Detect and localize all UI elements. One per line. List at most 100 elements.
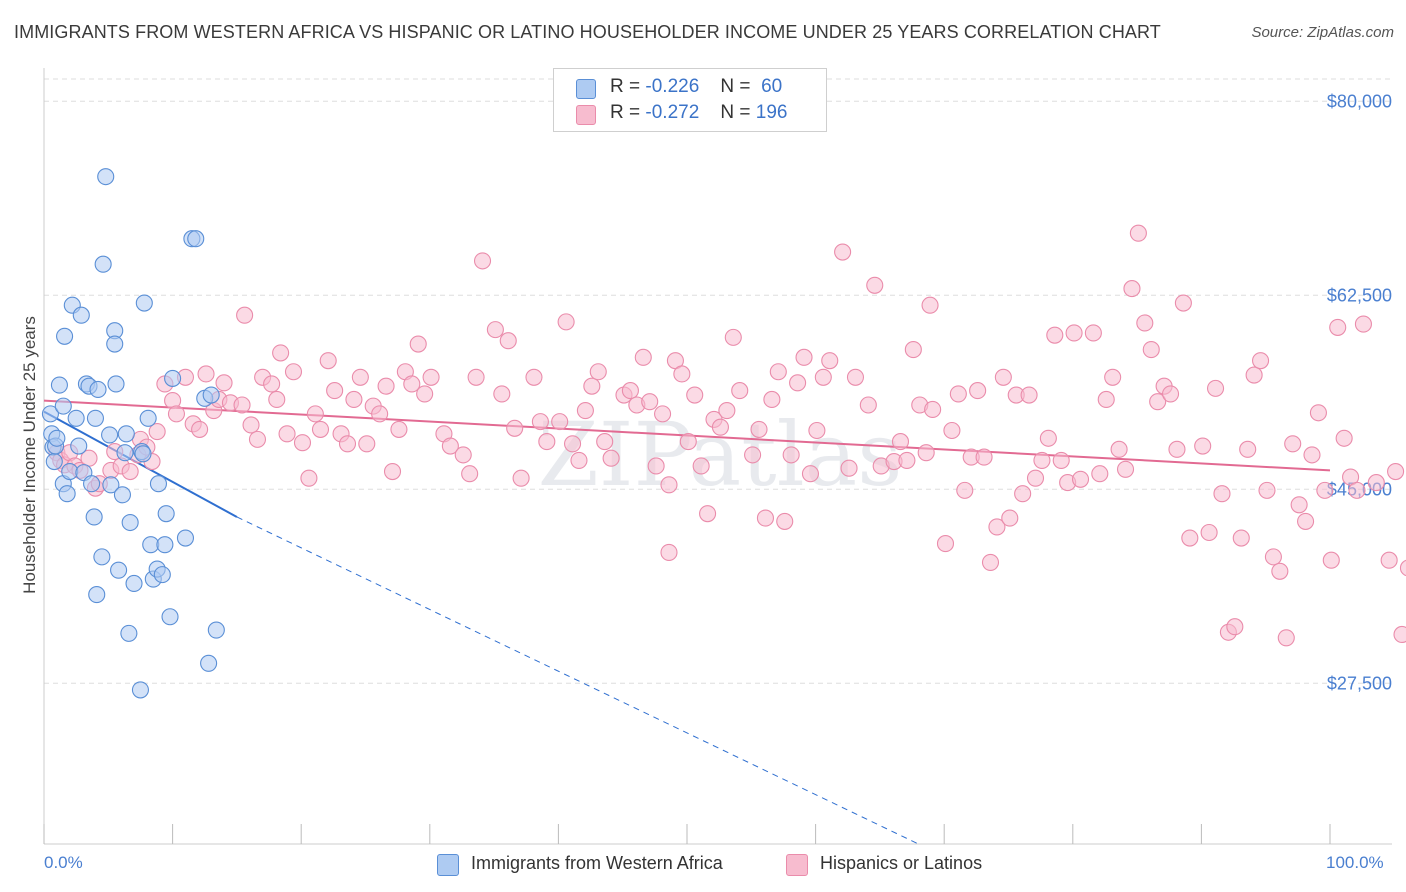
pink-point [988, 518, 1006, 536]
pink-point [191, 420, 209, 438]
pink-point [596, 433, 614, 451]
pink-point [233, 396, 251, 414]
y-tick-labels: $27,500$45,000$62,500$80,000 [1327, 91, 1392, 693]
y-tick-label: $27,500 [1327, 673, 1392, 693]
pink-point [1149, 393, 1167, 411]
pink-point [641, 393, 659, 411]
blue-point [134, 445, 152, 463]
pink-point [272, 344, 290, 362]
pink-point [403, 375, 421, 393]
pink-point [467, 368, 485, 386]
pink-point [121, 462, 139, 481]
pink-point [981, 553, 1000, 571]
blue-point [67, 409, 85, 427]
x-tick-label-max: 100.0% [1326, 853, 1384, 872]
pink-point [422, 368, 440, 386]
blue-point [54, 397, 72, 415]
pink-point [924, 400, 942, 418]
pink-point [1123, 280, 1141, 298]
pink-point [1297, 512, 1315, 530]
blue-point [107, 375, 125, 393]
blue-point [106, 335, 124, 353]
chart-title: IMMIGRANTS FROM WESTERN AFRICA VS HISPAN… [14, 22, 1161, 42]
pink-point [1142, 341, 1160, 359]
correlation-legend: R = -0.226 N = 60 R = -0.272 N = 196 [553, 68, 827, 132]
pink-point [1014, 485, 1032, 503]
pink-point [1039, 429, 1057, 447]
pink-point [345, 390, 363, 409]
pink-point [921, 296, 939, 314]
pink-point [936, 535, 955, 553]
legend-swatch-pink [576, 105, 596, 125]
pink-point [1309, 404, 1327, 422]
blue-point [94, 255, 112, 273]
pink-point [660, 476, 678, 494]
pink-point [1239, 440, 1257, 458]
blue-point [161, 608, 179, 626]
blue-point [116, 444, 134, 462]
blue-point [202, 386, 220, 404]
blue-point [139, 409, 157, 427]
pink-point [236, 306, 254, 324]
pink-point [319, 352, 337, 370]
legend-n-label: N = [720, 76, 751, 97]
pink-point [499, 332, 517, 350]
pink-point [859, 396, 877, 414]
pink-point [866, 276, 884, 294]
pink-point [390, 420, 408, 438]
bottom-legend-label-blue: Immigrants from Western Africa [471, 853, 723, 873]
pink-point [654, 405, 672, 423]
pink-point [148, 423, 166, 441]
legend-r-value-pink: -0.272 [645, 102, 700, 123]
axes [43, 68, 1392, 845]
pink-point [1168, 440, 1186, 458]
pink-point [461, 465, 479, 483]
pink-point [1303, 446, 1321, 464]
pink-point [284, 363, 303, 381]
pink-point [1174, 294, 1192, 312]
pink-point [351, 368, 369, 386]
pink-point [538, 433, 556, 451]
pink-point [589, 363, 607, 381]
pink-point [673, 365, 691, 383]
pink-point [1046, 326, 1064, 344]
pink-point [1226, 618, 1244, 636]
pink-point [1252, 352, 1270, 370]
gridlines [44, 78, 1392, 684]
blue-point [56, 327, 74, 345]
pink-point [956, 481, 974, 499]
pink-point [660, 543, 678, 561]
pink-point [814, 368, 832, 386]
pink-point [846, 368, 865, 386]
pink-point [1116, 460, 1135, 478]
pink-point [975, 448, 993, 466]
blue-point [176, 529, 195, 547]
y-axis-label: Householder Income Under 25 years [20, 316, 39, 594]
bottom-legend-label-pink: Hispanics or Latinos [820, 853, 983, 873]
blue-point [70, 437, 88, 455]
pink-point [197, 365, 215, 383]
blue-point [157, 505, 175, 523]
blue-point [101, 426, 119, 444]
pink-point [1322, 551, 1340, 569]
pink-point [383, 462, 402, 481]
pink-point [377, 377, 395, 395]
pink-point [300, 469, 318, 487]
bottom-legend-swatch-pink [786, 854, 808, 876]
blue-point [72, 306, 90, 324]
blue-point [200, 654, 218, 672]
legend-n-label: N = [720, 102, 751, 123]
pink-point [744, 446, 762, 464]
pink-point [1065, 324, 1083, 342]
pink-point [268, 390, 286, 409]
pink-point [969, 382, 987, 400]
pink-point [917, 444, 935, 462]
pink-point [686, 386, 704, 404]
blue-point [120, 624, 138, 642]
pink-point [769, 363, 787, 381]
pink-point [1348, 481, 1366, 499]
pink-point [602, 449, 620, 467]
pink-point [506, 419, 524, 437]
pink-point [699, 505, 717, 523]
legend-r-value-blue: -0.226 [645, 76, 700, 97]
